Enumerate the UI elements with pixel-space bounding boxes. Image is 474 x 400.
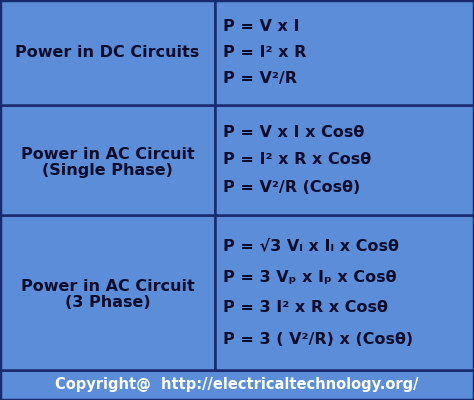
Text: Copyright@  http://electricaltechnology.org/: Copyright@ http://electricaltechnology.o…: [55, 378, 419, 392]
Text: P = V x I: P = V x I: [223, 19, 300, 34]
Text: (Single Phase): (Single Phase): [42, 163, 173, 178]
Text: Power in DC Circuits: Power in DC Circuits: [15, 45, 200, 60]
Bar: [0, 215, 215, 370]
Text: Power in AC Circuit: Power in AC Circuit: [21, 147, 194, 162]
Text: P = 3 Vₚ x Iₚ x Cosθ: P = 3 Vₚ x Iₚ x Cosθ: [223, 270, 396, 284]
Text: (3 Phase): (3 Phase): [64, 296, 150, 310]
Bar: [0, 0, 215, 105]
Text: P = V²/R: P = V²/R: [223, 71, 297, 86]
Bar: [215, 105, 474, 215]
Text: Power in AC Circuit: Power in AC Circuit: [21, 279, 194, 294]
Bar: [0, 105, 215, 215]
Bar: [215, 0, 474, 105]
Text: P = I² x R x Cosθ: P = I² x R x Cosθ: [223, 152, 371, 168]
Text: P = V²/R (Cosθ): P = V²/R (Cosθ): [223, 180, 360, 195]
Bar: [0, 370, 474, 400]
Text: P = 3 I² x R x Cosθ: P = 3 I² x R x Cosθ: [223, 300, 388, 316]
Text: P = 3 ( V²/R) x (Cosθ): P = 3 ( V²/R) x (Cosθ): [223, 332, 413, 346]
Text: P = √3 Vₗ x Iₗ x Cosθ: P = √3 Vₗ x Iₗ x Cosθ: [223, 238, 399, 254]
Bar: [215, 215, 474, 370]
Text: P = V x I x Cosθ: P = V x I x Cosθ: [223, 125, 364, 140]
Text: P = I² x R: P = I² x R: [223, 45, 306, 60]
